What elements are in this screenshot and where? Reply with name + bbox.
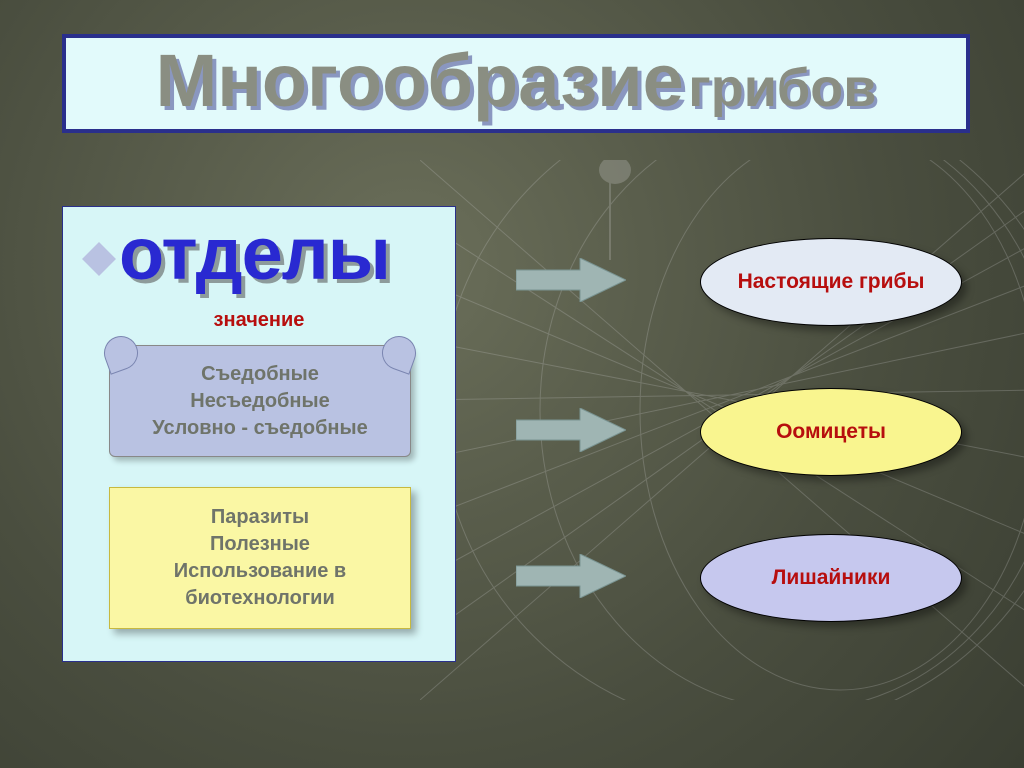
oval-label: Настоящие грибы — [738, 270, 925, 294]
scroll-line: Несъедобные — [190, 388, 329, 415]
yellow-line: Использование в — [174, 558, 346, 585]
sections-word: отделы — [119, 211, 390, 296]
oval-label: Оомицеты — [776, 420, 886, 444]
scroll-box: Съедобные Несъедобные Условно - съедобны… — [109, 345, 411, 457]
slide: Многообразие грибов отделы значение Съед… — [0, 0, 1024, 768]
title-box: Многообразие грибов — [62, 34, 970, 133]
yellow-line: биотехнологии — [185, 585, 335, 612]
yellow-line: Полезные — [210, 531, 310, 558]
scroll-line: Условно - съедобные — [152, 415, 367, 442]
scroll-line: Съедобные — [201, 361, 319, 388]
left-panel: отделы значение Съедобные Несъедобные Ус… — [62, 206, 456, 662]
meaning-word: значение — [63, 309, 455, 332]
arrow-icon — [516, 408, 626, 452]
arrow-icon — [516, 554, 626, 598]
oval-label: Лишайники — [772, 566, 891, 590]
title-main: Многообразие — [156, 39, 684, 122]
yellow-box: Паразиты Полезные Использование в биотех… — [109, 487, 411, 629]
arrow-icon — [516, 258, 626, 302]
category-oval: Настоящие грибы — [700, 238, 962, 326]
category-oval: Оомицеты — [700, 388, 962, 476]
category-oval: Лишайники — [700, 534, 962, 622]
yellow-line: Паразиты — [211, 504, 309, 531]
title-sub: грибов — [688, 58, 876, 118]
diamond-bullet-icon — [82, 242, 116, 276]
